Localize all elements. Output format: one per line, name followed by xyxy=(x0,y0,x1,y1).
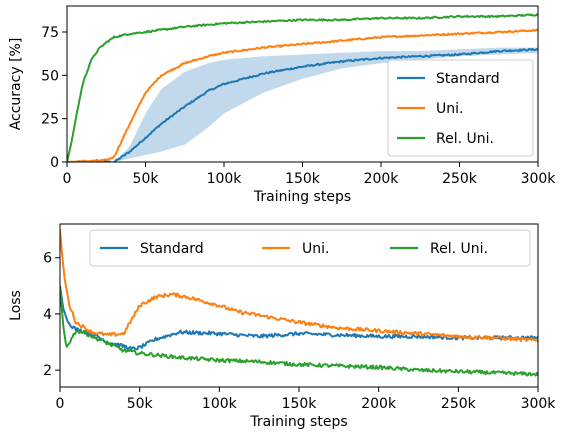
x-tick-label: 250k xyxy=(441,396,477,412)
series-line-uni- xyxy=(67,28,538,162)
legend-label: Uni. xyxy=(436,101,463,117)
legend-label: Uni. xyxy=(302,241,329,257)
y-tick-label: 4 xyxy=(43,307,52,323)
x-axis-title: Training steps xyxy=(249,414,347,430)
x-tick-label: 200k xyxy=(361,396,397,412)
y-tick-label: 2 xyxy=(43,363,52,379)
series-line-rel-uni- xyxy=(60,285,538,377)
x-tick-label: 100k xyxy=(202,396,238,412)
series-line-rel-uni- xyxy=(67,13,538,162)
series-line-uni- xyxy=(60,229,538,343)
y-tick-label: 0 xyxy=(50,155,59,171)
x-tick-label: 300k xyxy=(521,396,557,412)
x-tick-label: 0 xyxy=(56,396,65,412)
x-tick-label: 100k xyxy=(207,171,243,187)
x-tick-label: 250k xyxy=(442,171,478,187)
x-tick-label: 0 xyxy=(63,171,72,187)
legend-box xyxy=(387,59,534,157)
series-band-standard xyxy=(67,47,538,162)
x-axis-title: Training steps xyxy=(253,189,351,205)
loss-panel: 0 50k 100k 150k 200k 250k 300k 2 4 6 Training step… xyxy=(8,223,557,430)
x-tick-label: 50k xyxy=(133,171,160,187)
x-tick-label: 150k xyxy=(282,396,318,412)
legend-box xyxy=(89,229,531,267)
legend: Standard Uni. Rel. Uni. xyxy=(387,59,534,157)
y-axis-title: Loss xyxy=(8,290,24,321)
y-tick-label: 75 xyxy=(41,25,59,41)
series-line-standard xyxy=(67,47,538,162)
legend-label: Rel. Uni. xyxy=(430,241,488,257)
accuracy-panel: 0 50k 100k 150k 200k 250k 300k 0 25 50 75 Training … xyxy=(8,5,557,205)
legend: Standard Uni. Rel. Uni. xyxy=(89,229,531,267)
y-tick-label: 6 xyxy=(43,251,52,267)
legend-label: Rel. Uni. xyxy=(436,131,494,147)
x-tick-label: 150k xyxy=(285,171,321,187)
x-tick-label: 200k xyxy=(364,171,400,187)
y-tick-label: 50 xyxy=(41,68,59,84)
x-tick-label: 300k xyxy=(521,171,557,187)
x-tick-label: 50k xyxy=(127,396,154,412)
y-axis-title: Accuracy [%] xyxy=(8,38,24,131)
legend-label: Standard xyxy=(140,241,204,257)
legend-label: Standard xyxy=(436,71,500,87)
y-tick-label: 25 xyxy=(41,112,59,128)
